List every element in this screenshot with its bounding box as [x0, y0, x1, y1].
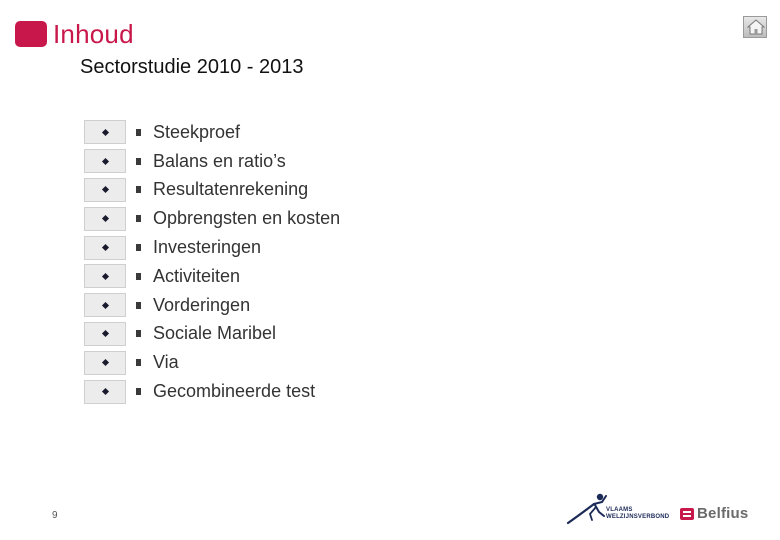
belfius-icon	[680, 508, 694, 520]
vwv-logo-line1: VLAAMS	[606, 507, 633, 513]
diamond-icon	[101, 272, 109, 280]
toc-item[interactable]: Activiteiten	[84, 262, 340, 291]
diamond-icon	[101, 186, 109, 194]
toc-link-button[interactable]	[84, 177, 126, 202]
square-bullet-icon	[136, 186, 141, 194]
table-of-contents: Steekproef Balans en ratio’s Resultatenr…	[84, 118, 340, 406]
vwv-logo-text: VLAAMS WELZIJNSVERBOND	[606, 507, 669, 521]
slide-subtitle: Sectorstudie 2010 - 2013	[80, 56, 304, 78]
toc-item-label[interactable]: Gecombineerde test	[153, 381, 316, 402]
toc-link-button[interactable]	[84, 350, 126, 375]
square-bullet-icon	[136, 359, 141, 367]
toc-item-label[interactable]: Vorderingen	[153, 294, 251, 315]
toc-item-label[interactable]: Steekproef	[153, 121, 241, 142]
diamond-icon	[101, 244, 109, 252]
diamond-icon	[101, 301, 109, 309]
toc-item-label[interactable]: Resultatenrekening	[153, 179, 309, 200]
toc-item[interactable]: Resultatenrekening	[84, 176, 340, 205]
square-bullet-icon	[136, 388, 141, 396]
toc-item[interactable]: Via	[84, 348, 340, 377]
toc-item[interactable]: Gecombineerde test	[84, 377, 340, 406]
toc-item[interactable]: Balans en ratio’s	[84, 147, 340, 176]
diamond-icon	[101, 157, 109, 165]
title-marker	[15, 21, 47, 47]
toc-item-label[interactable]: Sociale Maribel	[153, 323, 277, 344]
square-bullet-icon	[136, 215, 141, 223]
home-button[interactable]	[743, 16, 767, 38]
page-title: Inhoud	[53, 19, 134, 49]
toc-item[interactable]: Vorderingen	[84, 291, 340, 320]
toc-link-button[interactable]	[84, 206, 126, 231]
toc-link-button[interactable]	[84, 321, 126, 346]
toc-item[interactable]: Opbrengsten en kosten	[84, 204, 340, 233]
square-bullet-icon	[136, 330, 141, 338]
toc-item-label[interactable]: Opbrengsten en kosten	[153, 208, 341, 229]
vlaams-welzijnsverbond-logo	[566, 493, 607, 525]
toc-link-button[interactable]	[84, 264, 126, 289]
belfius-logo-text: Belfius	[697, 505, 749, 522]
page-number: 9	[52, 510, 58, 521]
diamond-icon	[101, 128, 109, 136]
toc-link-button[interactable]	[84, 379, 126, 404]
toc-link-button[interactable]	[84, 293, 126, 318]
diamond-icon	[101, 359, 109, 367]
toc-item[interactable]: Steekproef	[84, 118, 340, 147]
square-bullet-icon	[136, 272, 141, 280]
toc-item-label[interactable]: Investeringen	[153, 237, 262, 258]
square-bullet-icon	[136, 244, 141, 252]
toc-item[interactable]: Sociale Maribel	[84, 320, 340, 349]
toc-link-button[interactable]	[84, 120, 126, 145]
diamond-icon	[101, 388, 109, 396]
toc-item-label[interactable]: Activiteiten	[153, 265, 241, 286]
diamond-icon	[101, 215, 109, 223]
toc-link-button[interactable]	[84, 235, 126, 260]
square-bullet-icon	[136, 157, 141, 165]
toc-item-label[interactable]: Balans en ratio’s	[153, 150, 286, 171]
square-bullet-icon	[136, 128, 141, 136]
toc-item[interactable]: Investeringen	[84, 233, 340, 262]
toc-link-button[interactable]	[84, 149, 126, 174]
home-icon	[747, 19, 765, 35]
square-bullet-icon	[136, 301, 141, 309]
diamond-icon	[101, 330, 109, 338]
toc-item-label[interactable]: Via	[153, 352, 179, 373]
vwv-logo-line2: WELZIJNSVERBOND	[606, 514, 670, 520]
